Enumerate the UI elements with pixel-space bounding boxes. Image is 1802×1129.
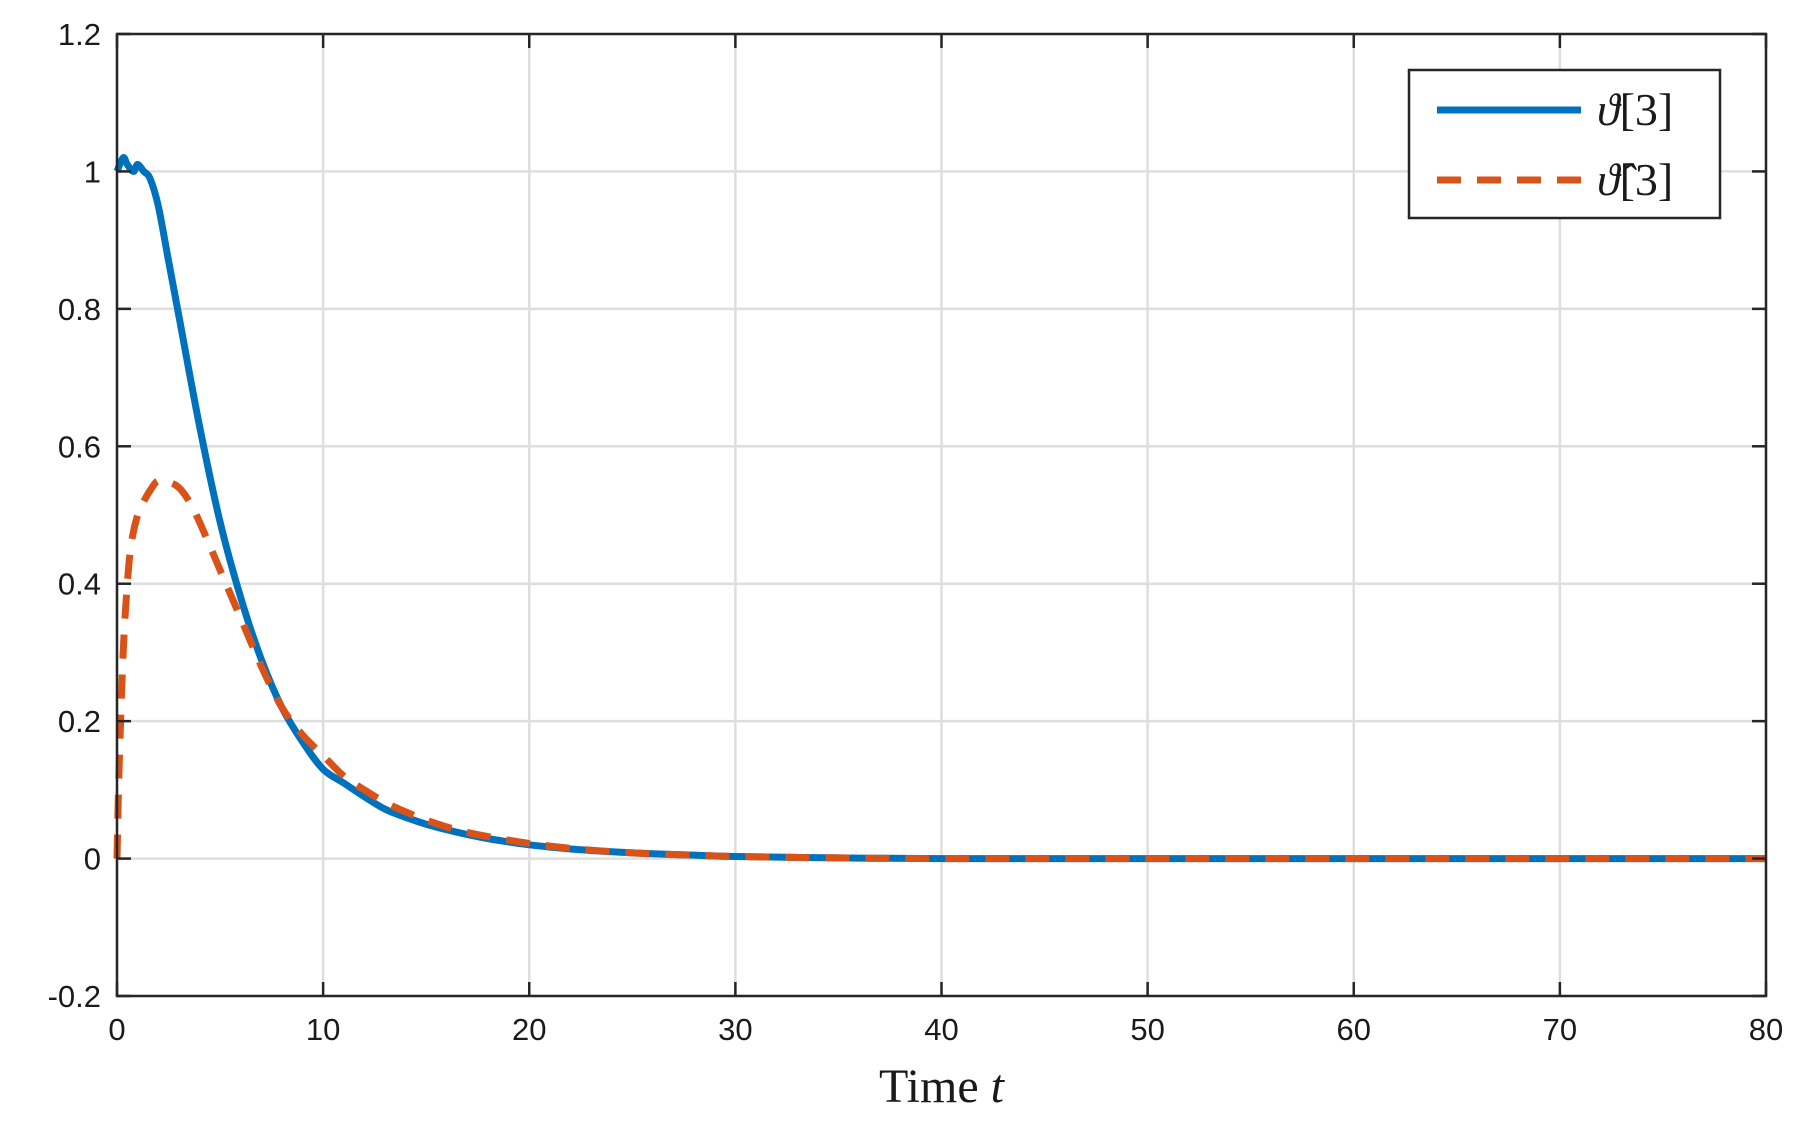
legend-box	[1407, 68, 1722, 220]
x-tick-label: 50	[1130, 1012, 1164, 1047]
y-tick-label: -0.2	[48, 979, 101, 1014]
legend: ϑ[3] ϑ̂[3]	[1407, 68, 1722, 220]
legend-label-theta: ϑ[3]	[1597, 84, 1673, 135]
axis-ticks	[115, 32, 1768, 998]
series-line-theta	[113, 154, 1766, 863]
y-tick-label: 0.2	[58, 704, 101, 739]
x-tick-label: 80	[1749, 1012, 1783, 1047]
y-tick-labels: -0.2 0 0.2 0.4 0.6 0.8 1 1.2	[48, 17, 101, 1014]
legend-label-theta-hat: ϑ̂[3]	[1597, 154, 1673, 205]
legend-index-theta-hat: [3]	[1620, 154, 1674, 205]
legend-symbol-theta: ϑ	[1597, 84, 1622, 135]
x-tick-labels: 0 10 20 30 40 50 60 70 80	[108, 1012, 1783, 1047]
y-tick-label: 0.4	[58, 567, 101, 602]
x-tick-label: 10	[306, 1012, 340, 1047]
x-tick-label: 30	[718, 1012, 752, 1047]
y-tick-label: 0.6	[58, 429, 101, 464]
y-tick-label: 1.2	[58, 17, 101, 52]
x-axis-label-variable: t	[991, 1060, 1006, 1113]
series-line-theta-hat	[113, 476, 1766, 863]
x-axis-label-text: Time	[879, 1060, 991, 1113]
x-tick-label: 70	[1543, 1012, 1577, 1047]
x-axis-label: Time t	[879, 1060, 1006, 1113]
x-tick-label: 40	[924, 1012, 958, 1047]
series-lines	[113, 154, 1766, 863]
x-tick-label: 0	[108, 1012, 125, 1047]
x-tick-label: 20	[512, 1012, 546, 1047]
y-tick-label: 1	[84, 154, 101, 189]
legend-index-theta: [3]	[1620, 84, 1674, 135]
y-tick-label: 0	[84, 842, 101, 877]
x-tick-label: 60	[1337, 1012, 1371, 1047]
y-tick-label: 0.8	[58, 292, 101, 327]
